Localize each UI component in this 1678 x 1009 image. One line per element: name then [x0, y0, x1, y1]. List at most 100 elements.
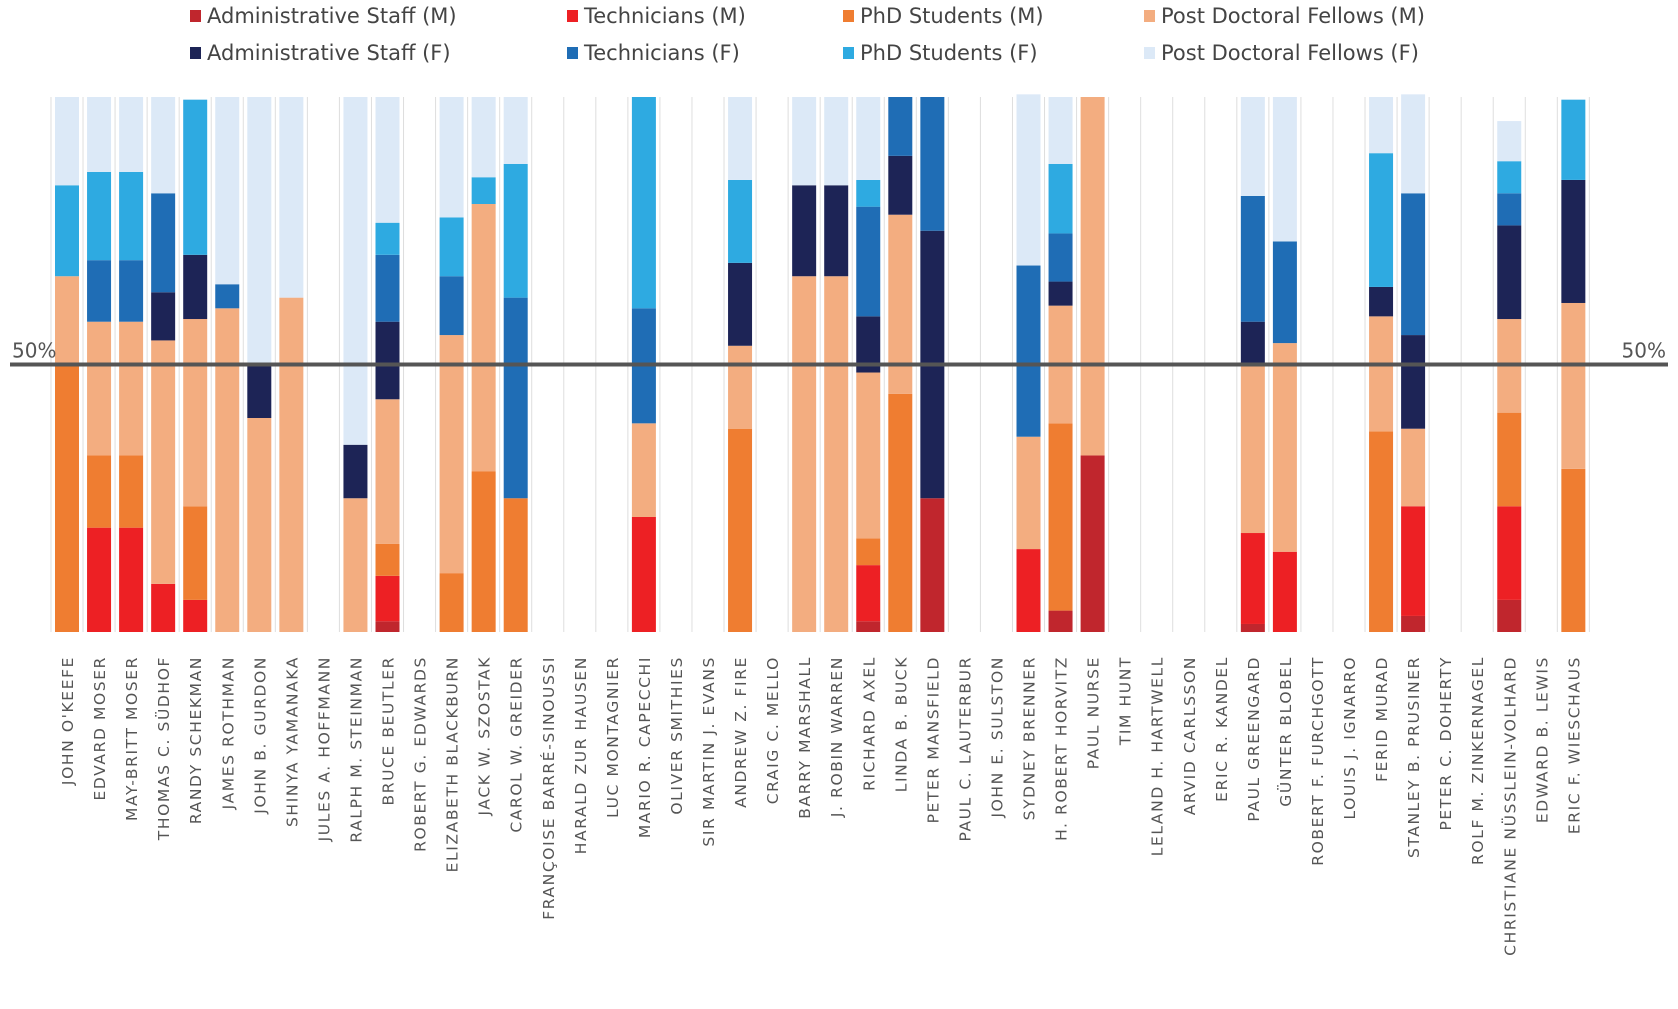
bar-segment-administrative-staff-m	[920, 498, 945, 632]
bar-segment-technicians-f	[1240, 195, 1265, 322]
x-tick-label: CAROL W. GREIDER	[508, 656, 526, 833]
bar-segment-technicians-f	[119, 260, 144, 322]
x-tick-label: RICHARD AXEL	[860, 656, 878, 791]
x-tick-label: ERIC F. WIESCHAUS	[1565, 656, 1583, 834]
bar-segment-post-doctoral-fellows-m	[439, 335, 464, 574]
bar-segment-post-doctoral-fellows-f	[119, 97, 144, 172]
bar-segment-post-doctoral-fellows-f	[87, 97, 112, 172]
x-tick-label: ERIC R. KANDEL	[1213, 656, 1231, 802]
bar-segment-post-doctoral-fellows-m	[1016, 436, 1041, 550]
bar-segment-administrative-staff-m	[856, 621, 881, 632]
bar-segment-post-doctoral-fellows-m	[1561, 302, 1586, 469]
bar-james-rothman	[215, 97, 240, 632]
bar-segment-post-doctoral-fellows-m	[279, 297, 304, 633]
bar-segment-post-doctoral-fellows-m	[343, 498, 368, 632]
bar-segment-phd-students-m	[856, 538, 881, 566]
bar-segment-administrative-staff-m	[1240, 623, 1265, 633]
x-tick-label: PAUL NURSE	[1085, 656, 1103, 769]
bar-segment-technicians-m	[375, 575, 400, 622]
bar-segment-post-doctoral-fellows-m	[119, 321, 144, 456]
x-tick-label: FRANÇOISE BARRÉ-SINOUSSI	[539, 656, 558, 920]
x-tick-label: PETER C. DOHERTY	[1437, 656, 1455, 831]
bar-segment-technicians-f	[920, 97, 945, 231]
bar-segment-administrative-staff-f	[824, 185, 849, 277]
bar-segment-administrative-staff-f	[1048, 281, 1073, 306]
x-tick-label: ROBERT F. FURCHGOTT	[1309, 656, 1327, 866]
bar-segment-post-doctoral-fellows-m	[888, 214, 913, 394]
legend-label: Administrative Staff (M)	[207, 4, 457, 28]
bar-segment-phd-students-m	[119, 455, 144, 528]
x-tick-label: JOHN B. GURDON	[251, 656, 269, 815]
bar-segment-technicians-f	[1048, 233, 1073, 282]
bar-segment-phd-students-f	[728, 179, 753, 263]
bar-segment-phd-students-m	[1369, 431, 1394, 633]
x-tick-label: JULES A. HOFFMANN	[315, 656, 333, 842]
legend-item-technicians-m: Technicians (M)	[567, 4, 746, 28]
bar-segment-phd-students-m	[1497, 412, 1522, 507]
x-tick-label: RANDY SCHEKMAN	[187, 656, 205, 824]
x-tick-label: CHRISTIANE NÜSSLEIN-VOLHARD	[1500, 656, 1519, 956]
bar-segment-phd-students-f	[439, 217, 464, 277]
bar-peter-mansfield	[920, 97, 945, 632]
bar-segment-post-doctoral-fellows-m	[728, 345, 753, 429]
bar-segment-phd-students-f	[1561, 99, 1586, 180]
bar-segment-post-doctoral-fellows-f	[792, 97, 817, 186]
bar-segment-technicians-f	[1272, 241, 1297, 344]
x-tick-label: J. ROBIN WARREN	[828, 656, 846, 818]
bar-segment-phd-students-f	[856, 179, 881, 207]
legend-label: PhD Students (M)	[860, 4, 1044, 28]
bar-segment-technicians-f	[503, 297, 528, 499]
legend-item-phd-students-f: PhD Students (F)	[843, 41, 1038, 65]
bar-segment-administrative-staff-f	[1240, 321, 1265, 365]
bar-segment-administrative-staff-f	[247, 364, 272, 418]
bar-segment-technicians-f	[1497, 193, 1522, 226]
bar-segment-post-doctoral-fellows-m	[824, 276, 849, 632]
bar-segment-technicians-f	[87, 260, 112, 322]
bar-john-b-gurdon	[247, 97, 272, 632]
bar-segment-post-doctoral-fellows-f	[1401, 94, 1426, 194]
bar-segment-administrative-staff-f	[728, 262, 753, 346]
bars	[55, 94, 1586, 633]
bar-segment-phd-students-f	[631, 97, 656, 309]
bar-paul-nurse	[1080, 97, 1105, 632]
bar-segment-technicians-m	[87, 527, 112, 632]
category-labels: JOHN O'KEEFE EDVARD MOSER MAY-BRITT MOSER T…	[59, 656, 1583, 956]
bar-segment-post-doctoral-fellows-f	[215, 97, 240, 285]
bar-segment-post-doctoral-fellows-f	[1016, 94, 1041, 266]
bar-segment-administrative-staff-f	[1369, 286, 1394, 317]
bar-segment-technicians-m	[1497, 506, 1522, 600]
bar-segment-post-doctoral-fellows-f	[55, 97, 79, 186]
x-tick-label: SIR MARTIN J. EVANS	[700, 656, 718, 847]
bar-jack-w-szostak	[471, 97, 496, 632]
bar-segment-phd-students-f	[375, 222, 400, 255]
bar-segment-phd-students-m	[55, 364, 79, 632]
bar-segment-phd-students-m	[471, 471, 496, 632]
bar-carol-w-greider	[503, 97, 528, 632]
bar-segment-phd-students-f	[119, 171, 144, 261]
x-tick-label: SYDNEY BRENNER	[1021, 656, 1039, 820]
bar-segment-technicians-f	[856, 206, 881, 317]
bar-john-o-keefe	[55, 97, 79, 632]
bar-segment-phd-students-m	[1048, 423, 1073, 611]
x-tick-label: EDWARD B. LEWIS	[1533, 656, 1551, 823]
bar-segment-phd-students-m	[87, 455, 112, 528]
legend-label: PhD Students (F)	[860, 41, 1038, 65]
x-tick-label: H. ROBERT HORVITZ	[1053, 656, 1071, 841]
bar-randy-schekman	[183, 99, 208, 632]
x-tick-label: OLIVER SMITHIES	[668, 656, 686, 815]
legend: Administrative Staff (M) Technicians (M) P…	[190, 4, 1425, 65]
legend-swatch	[567, 47, 578, 59]
bar-segment-post-doctoral-fellows-f	[1048, 97, 1073, 164]
bar-segment-post-doctoral-fellows-f	[856, 97, 881, 180]
bar-segment-technicians-m	[1401, 506, 1426, 616]
bar-segment-administrative-staff-m	[1048, 610, 1073, 632]
bar-segment-technicians-m	[1272, 551, 1297, 632]
x-tick-label: PETER MANSFIELD	[924, 656, 942, 823]
bar-segment-administrative-staff-f	[1561, 179, 1586, 303]
bar-segment-post-doctoral-fellows-m	[151, 340, 176, 584]
bar-segment-phd-students-f	[87, 171, 112, 261]
bar-segment-post-doctoral-fellows-f	[471, 97, 496, 178]
x-tick-label: SHINYA YAMANAKA	[283, 656, 301, 827]
x-tick-label: ELIZABETH BLACKBURN	[444, 656, 462, 872]
bar-segment-phd-students-m	[1561, 468, 1586, 632]
